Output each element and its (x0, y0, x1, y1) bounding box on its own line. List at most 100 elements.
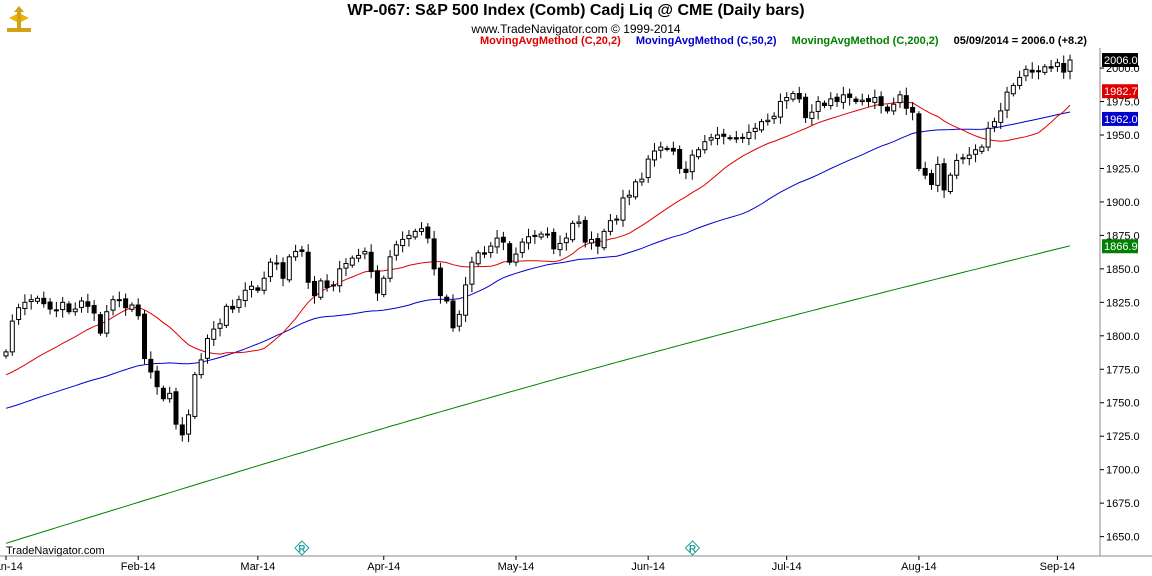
candle-body (714, 134, 720, 139)
x-tick-label: Feb-14 (121, 561, 156, 573)
candle-body (217, 323, 223, 329)
y-tick-label: 1825.0 (1106, 297, 1140, 309)
legend-ma20: MovingAvgMethod (C,20,2) (480, 35, 621, 47)
candle-body (752, 127, 758, 133)
candle-body (230, 305, 236, 310)
candle-body (211, 328, 217, 340)
candle-body (966, 154, 972, 160)
candle-body (620, 197, 626, 221)
candle-body (576, 221, 582, 224)
candle-body (853, 98, 859, 103)
candle-body (242, 289, 248, 301)
candle-body (910, 106, 916, 113)
candle-body (891, 103, 897, 112)
candle-body (563, 237, 569, 244)
candle-body (293, 250, 299, 258)
candle-body (192, 374, 198, 417)
candle-body (179, 424, 185, 436)
candle-body (3, 351, 9, 357)
candle-body (450, 300, 456, 329)
copyright-text: www.TradeNavigator.com © 1999-2014 (471, 22, 681, 36)
candle-body (777, 101, 783, 118)
candle-body (903, 95, 909, 109)
candle-body (765, 119, 771, 123)
candle-body (500, 236, 506, 243)
candle-body (538, 233, 544, 238)
candle-body (733, 137, 739, 140)
candle-body (526, 236, 532, 244)
candle-body (519, 241, 525, 254)
candle-body (72, 308, 78, 313)
candle-body (702, 141, 708, 151)
event-marker-icon (294, 540, 310, 556)
candle-body (97, 314, 103, 334)
candle-body (349, 257, 355, 266)
candle-body (551, 231, 557, 250)
candle-body (123, 298, 129, 309)
candle-body (614, 218, 620, 221)
candle-body (998, 110, 1004, 123)
candle-body (1042, 66, 1048, 73)
candle-body (475, 252, 481, 265)
legend-last-price: 05/09/2014 = 2006.0 (+8.2) (953, 35, 1087, 47)
candle-body (746, 131, 752, 139)
candle-body (960, 157, 966, 160)
candle-body (633, 181, 639, 198)
candle-body (626, 194, 632, 198)
candle-body (708, 137, 714, 141)
candle-body (677, 148, 683, 169)
candle-body (991, 121, 997, 128)
candle-body (828, 98, 834, 107)
candle-body (607, 220, 613, 232)
candle-body (696, 149, 702, 158)
x-tick-label: Apr-14 (367, 561, 400, 573)
candle-body (274, 262, 280, 265)
candle-body (34, 297, 40, 302)
ma20-line (5, 101, 1071, 376)
candle-body (589, 238, 595, 244)
candle-body (513, 253, 519, 263)
candle-body (60, 301, 66, 311)
candle-body (204, 337, 210, 359)
candle-body (469, 261, 475, 285)
candle-body (878, 96, 884, 107)
price-label-box (1102, 84, 1138, 99)
candle-body (381, 277, 387, 296)
candle-body (639, 178, 645, 183)
candle-body (821, 102, 827, 107)
y-tick-label: 1975.0 (1106, 97, 1140, 109)
candle-body (557, 242, 563, 251)
candle-body (387, 256, 393, 279)
price-label: 1982.7 (1104, 86, 1138, 98)
candle-body (935, 163, 941, 186)
candle-body (412, 230, 418, 238)
candle-body (374, 270, 380, 294)
x-tick-label: Jul-14 (772, 561, 802, 573)
candle-body (431, 238, 437, 270)
price-label-box (1102, 239, 1138, 254)
candle-body (664, 147, 670, 150)
plot-area (0, 48, 1100, 555)
event-marker-label: R (689, 544, 697, 555)
candle-body (507, 243, 513, 263)
candle-body (173, 391, 179, 425)
y-tick-label: 1725.0 (1106, 431, 1140, 443)
candle-body (922, 167, 928, 176)
candle-body (236, 299, 242, 308)
candle-body (66, 303, 72, 313)
indicator-legend: MovingAvgMethod (C,20,2) MovingAvgMethod… (480, 35, 1099, 47)
candle-body (393, 244, 399, 256)
candle-body (1067, 59, 1073, 72)
footer-brand: TradeNavigator.com (6, 545, 105, 557)
candle-body (41, 297, 47, 305)
x-tick-label: Jan-14 (0, 561, 23, 573)
candle-body (897, 94, 903, 104)
candle-body (796, 93, 802, 100)
candle-body (267, 261, 273, 278)
y-tick-label: 1800.0 (1106, 331, 1140, 343)
candle-body (116, 299, 122, 302)
candle-body (16, 307, 22, 320)
x-tick-label: May-14 (498, 561, 535, 573)
price-label-box (1102, 53, 1138, 68)
